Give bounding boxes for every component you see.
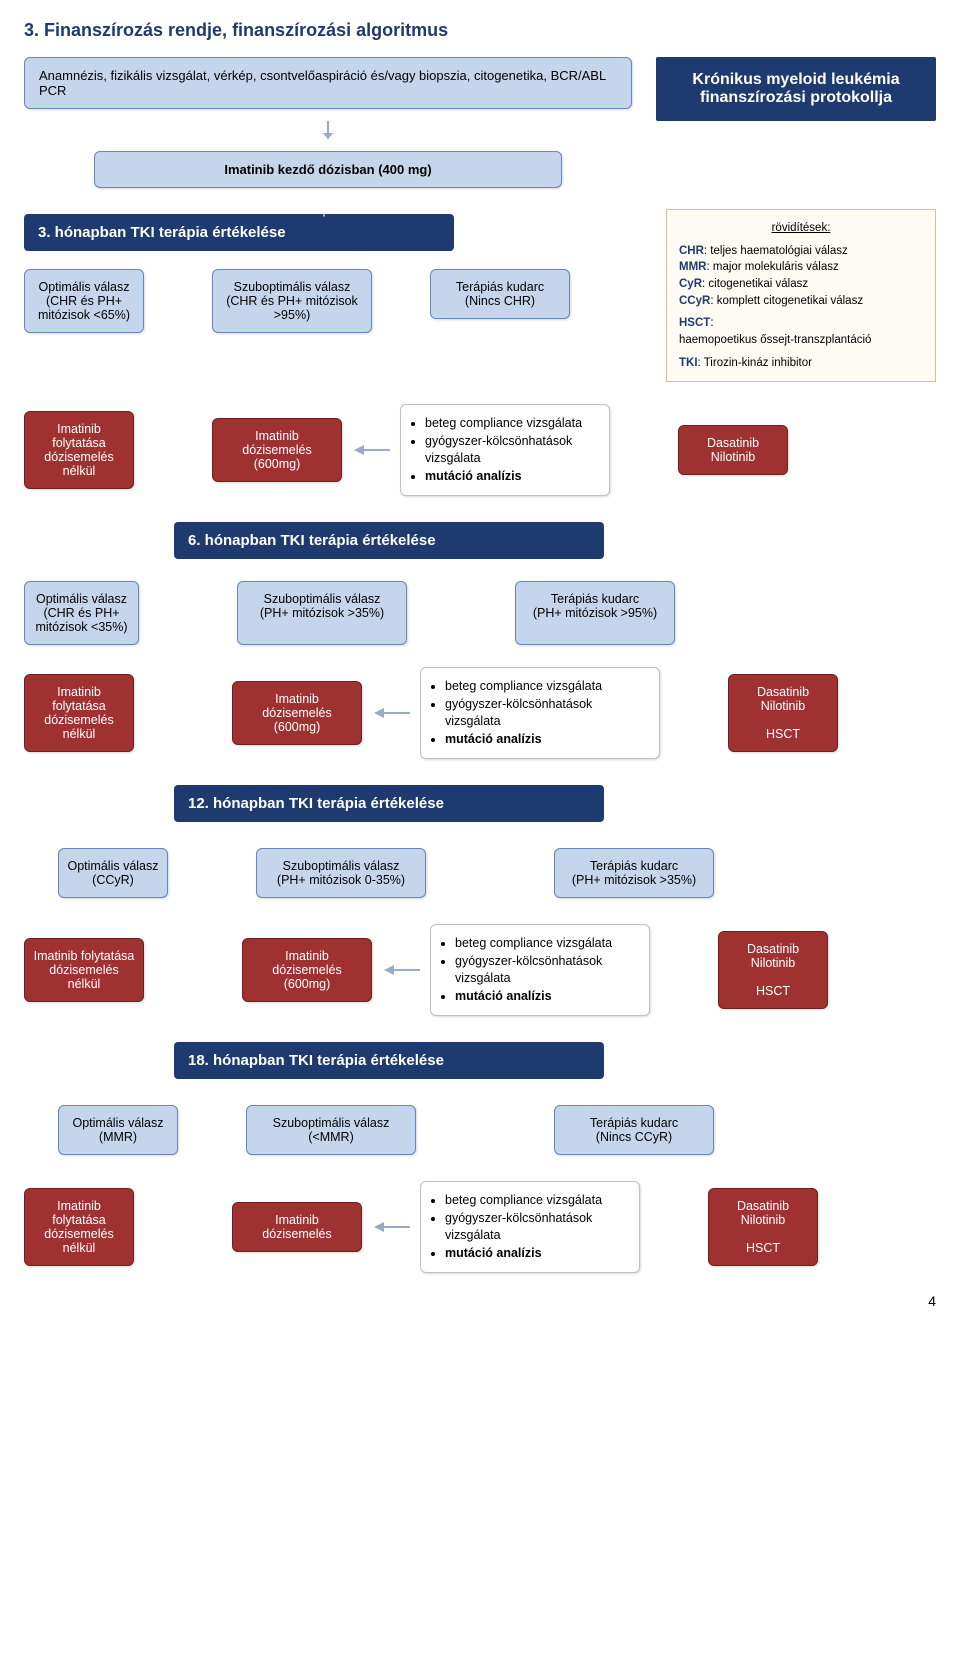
imatinib-start-text: Imatinib kezdő dózisban (400 mg) (224, 162, 431, 177)
stage-6-band: 6. hónapban TKI terápia értékelése (174, 522, 604, 559)
s3-check-0: beteg compliance vizsgálata (425, 415, 601, 433)
abbrev-header: rövidítések: (679, 220, 923, 237)
s3-cont: Imatinib folytatása dózisemelés nélkül (24, 411, 134, 489)
s3-dose: Imatinib dózisemelés (600mg) (212, 418, 342, 482)
s12-fail: Terápiás kudarc(PH+ mitózisok >35%) (554, 848, 714, 898)
s6-alt: Dasatinib Nilotinib HSCT (728, 674, 838, 752)
s18-dose: Imatinib dózisemelés (232, 1202, 362, 1252)
s12-dose: Imatinib dózisemelés (600mg) (242, 938, 372, 1002)
s18-alt: Dasatinib Nilotinib HSCT (708, 1188, 818, 1266)
top-row: Anamnézis, fizikális vizsgálat, vérkép, … (24, 57, 936, 188)
s3-fail-s: (Nincs CHR) (465, 294, 535, 308)
abbrev-box: rövidítések: CHR: teljes haematológiai v… (666, 209, 936, 382)
abbrev-line-0: CHR: teljes haematológiai válasz (679, 243, 923, 260)
s18-cont: Imatinib folytatása dózisemelés nélkül (24, 1188, 134, 1266)
s6-fail: Terápiás kudarc(PH+ mitózisok >95%) (515, 581, 675, 645)
s3-check-1: gyógyszer-kölcsönhatások vizsgálata (425, 433, 601, 468)
s18-check: beteg compliance vizsgálata gyógyszer-kö… (420, 1181, 640, 1273)
abbrev-line-3: CCyR: komplett citogenetikai válasz (679, 293, 923, 310)
s3-actions: Imatinib folytatása dózisemelés nélkül I… (24, 404, 936, 496)
stage-3-band: 3. hónapban TKI terápia értékelése (24, 214, 454, 251)
s6-cont: Imatinib folytatása dózisemelés nélkül (24, 674, 134, 752)
abbrev-line-2: CyR: citogenetikai válasz (679, 276, 923, 293)
page-number: 4 (24, 1293, 936, 1309)
stage-3-wrap: 3. hónapban TKI terápia értékelése Optim… (24, 214, 936, 382)
s6-sub: Szuboptimális válasz(PH+ mitózisok >35%) (237, 581, 407, 645)
abbrev-line-8: TKI: Tirozin-kináz inhibitor (679, 355, 923, 372)
s12-check: beteg compliance vizsgálata gyógyszer-kö… (430, 924, 650, 1016)
s6-check: beteg compliance vizsgálata gyógyszer-kö… (420, 667, 660, 759)
s3-alt: Dasatinib Nilotinib (678, 425, 788, 475)
s3-sub-t: Szuboptimális válasz (234, 280, 351, 294)
s3-sub: Szuboptimális válasz (CHR és PH+ mitózis… (212, 269, 372, 333)
s18-opt: Optimális válasz (MMR) (58, 1105, 178, 1155)
s12-cont: Imatinib folytatása dózisemelés nélkül (24, 938, 144, 1002)
protocol-title-box: Krónikus myeloid leukémia finanszírozási… (656, 57, 936, 121)
anamnesis-node: Anamnézis, fizikális vizsgálat, vérkép, … (24, 57, 632, 109)
s18-fail: Terápiás kudarc(Nincs CCyR) (554, 1105, 714, 1155)
s3-opt: Optimális válasz (CHR és PH+ mitózisok <… (24, 269, 144, 333)
abbrev-line-5: HSCT: (679, 315, 923, 332)
top-left-col: Anamnézis, fizikális vizsgálat, vérkép, … (24, 57, 632, 188)
s3-fail: Terápiás kudarc (Nincs CHR) (430, 269, 570, 319)
s3-fail-t: Terápiás kudarc (456, 280, 544, 294)
abbrev-line-6: haemopoetikus őssejt-transzplantáció (679, 332, 923, 349)
page-title: 3. Finanszírozás rendje, finanszírozási … (24, 20, 936, 41)
stage-12-wrap: 12. hónapban TKI terápia értékelése Opti… (24, 785, 936, 1016)
abbrev-line-1: MMR: major molekuláris válasz (679, 259, 923, 276)
s18-sub: Szuboptimális válasz(<MMR) (246, 1105, 416, 1155)
s3-check-2: mutáció analízis (425, 468, 601, 486)
stage-6-wrap: 6. hónapban TKI terápia értékelése Optim… (24, 522, 936, 759)
s12-opt: Optimális válasz (CCyR) (58, 848, 168, 898)
s3-check: beteg compliance vizsgálata gyógyszer-kö… (400, 404, 610, 496)
stage-18-band: 18. hónapban TKI terápia értékelése (174, 1042, 604, 1079)
imatinib-start-node: Imatinib kezdő dózisban (400 mg) (94, 151, 562, 188)
s6-dose: Imatinib dózisemelés (600mg) (232, 681, 362, 745)
s12-alt: Dasatinib Nilotinib HSCT (718, 931, 828, 1009)
s3-sub-s: (CHR és PH+ mitózisok >95%) (226, 294, 358, 322)
stage-12-band: 12. hónapban TKI terápia értékelése (174, 785, 604, 822)
s6-opt: Optimális válasz (CHR és PH+ mitózisok <… (24, 581, 139, 645)
stage-18-wrap: 18. hónapban TKI terápia értékelése Opti… (24, 1042, 936, 1273)
s12-sub: Szuboptimális válasz(PH+ mitózisok 0-35%… (256, 848, 426, 898)
